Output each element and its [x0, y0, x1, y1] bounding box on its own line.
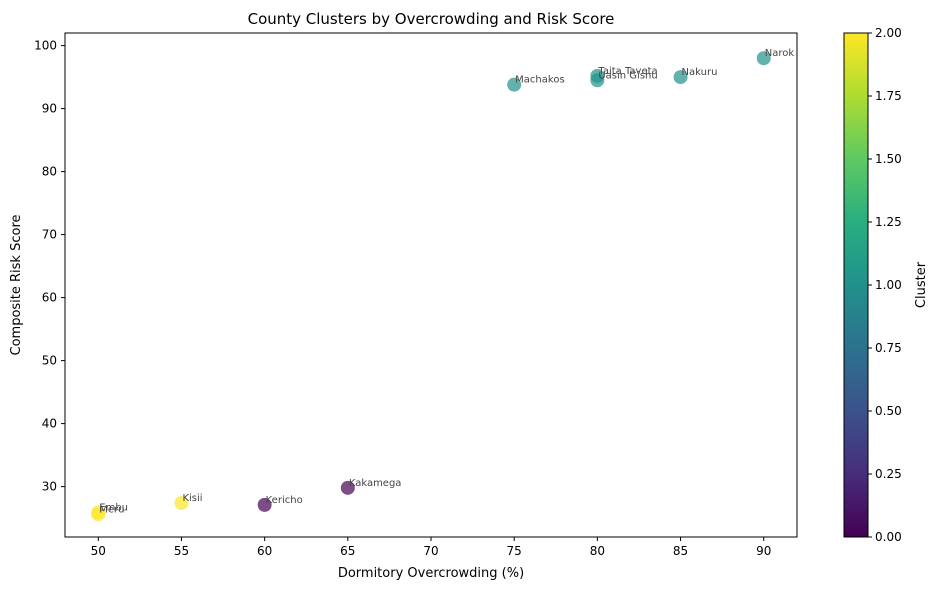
x-axis-label: Dormitory Overcrowding (%) — [338, 566, 524, 581]
data-point — [756, 51, 771, 66]
plot-area: 50 55 60 65 70 75 80 85 90 30 40 50 60 70 80 90 100 Nar… — [34, 32, 798, 558]
x-tick-label: 65 — [340, 544, 355, 558]
y-tick-label: 100 — [34, 39, 57, 53]
y-tick-label: 70 — [42, 228, 57, 242]
colorbar-tick-label: 0.00 — [875, 530, 902, 544]
y-tick-label: 40 — [42, 417, 57, 431]
chart-title: County Clusters by Overcrowding and Risk… — [248, 10, 615, 28]
colorbar-ticks: 0.00 0.25 0.50 0.75 1.00 1.25 1.50 1.75 2.00 — [868, 26, 902, 544]
x-tick-label: 80 — [590, 544, 605, 558]
y-tick-label: 90 — [42, 102, 57, 116]
y-axis-label: Composite Risk Score — [9, 214, 24, 355]
x-tick-label: 70 — [423, 544, 438, 558]
point-label: Kakamega — [349, 478, 402, 489]
colorbar-tick-label: 1.25 — [875, 215, 902, 229]
x-axis-ticks: 50 55 60 65 70 75 80 85 90 — [91, 537, 771, 558]
y-tick-label: 50 — [42, 354, 57, 368]
x-tick-label: 85 — [673, 544, 688, 558]
point-label: Uasin Gishu — [598, 70, 657, 81]
y-tick-label: 80 — [42, 165, 57, 179]
x-tick-label: 55 — [174, 544, 189, 558]
colorbar-tick-label: 0.75 — [875, 341, 902, 355]
colorbar-tick-label: 1.00 — [875, 278, 902, 292]
point-label: Nakuru — [682, 67, 718, 78]
point-label: Taita Taveta — [597, 66, 657, 77]
point-label: Machakos — [515, 75, 564, 86]
point-label: Meru — [99, 504, 124, 515]
data-point — [257, 497, 272, 512]
data-point — [174, 495, 189, 510]
data-point — [91, 507, 106, 522]
colorbar-tick-label: 1.75 — [875, 89, 902, 103]
x-tick-label: 60 — [257, 544, 272, 558]
colorbar-tick-label: 0.25 — [875, 467, 902, 481]
colorbar-tick-label: 0.50 — [875, 404, 902, 418]
colorbar-gradient — [843, 32, 869, 538]
point-label: Kisii — [182, 493, 202, 504]
data-point — [590, 73, 605, 88]
data-point — [507, 77, 522, 92]
data-point — [673, 70, 688, 85]
plot-frame — [64, 32, 798, 538]
point-label: Embu — [99, 502, 128, 513]
colorbar-tick-label: 1.50 — [875, 152, 902, 166]
y-tick-label: 60 — [42, 291, 57, 305]
colorbar-tick-label: 2.00 — [875, 26, 902, 40]
data-point — [340, 480, 355, 495]
point-label: Narok — [765, 48, 795, 59]
x-tick-label: 50 — [91, 544, 106, 558]
data-points — [91, 51, 771, 522]
x-tick-label: 75 — [507, 544, 522, 558]
y-axis-ticks: 30 40 50 60 70 80 90 100 — [34, 39, 65, 494]
point-label: Kericho — [266, 495, 303, 506]
colorbar-label: Cluster — [914, 261, 929, 308]
colorbar: 0.00 0.25 0.50 0.75 1.00 1.25 1.50 1.75 2.00 Clu… — [843, 26, 929, 544]
y-tick-label: 30 — [42, 480, 57, 494]
x-tick-label: 90 — [756, 544, 771, 558]
